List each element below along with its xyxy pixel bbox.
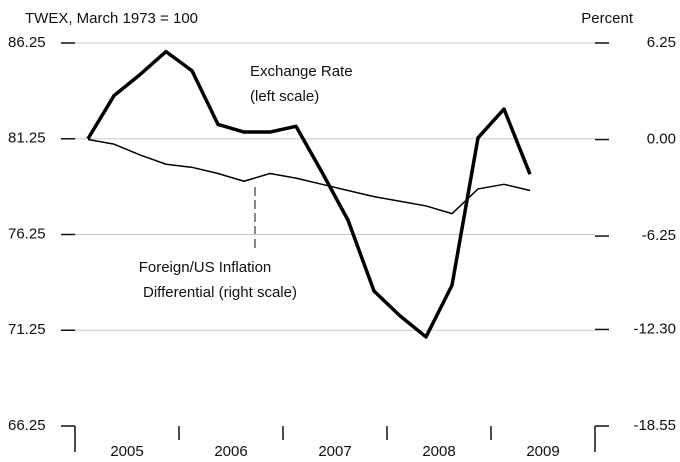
y-axis-title: TWEX, March 1973 = 100 bbox=[25, 10, 198, 27]
line-series bbox=[86, 49, 532, 339]
x-tick-label: 2005 bbox=[110, 443, 143, 460]
annotation: Differential (right scale) bbox=[143, 284, 297, 301]
y-tick-label: 81.25 bbox=[8, 130, 46, 147]
y2-tick-label: -12.30 bbox=[633, 320, 676, 337]
y2-tick-label: -18.55 bbox=[633, 417, 676, 434]
y2-axis-title: Percent bbox=[581, 10, 634, 27]
x-tick-label: 2006 bbox=[214, 443, 247, 460]
y2-tick-label: 0.00 bbox=[647, 130, 676, 147]
annotation: Foreign/US Inflation bbox=[139, 259, 272, 276]
y2-tick-label: -6.25 bbox=[642, 227, 676, 244]
y-tick-label: 76.25 bbox=[8, 225, 46, 242]
annotation: Exchange Rate bbox=[250, 63, 353, 80]
x-tick-label: 2007 bbox=[318, 443, 351, 460]
x-tick-label: 2009 bbox=[526, 443, 559, 460]
y-tick-label: 86.25 bbox=[8, 34, 46, 51]
line-series bbox=[87, 138, 531, 215]
y-tick-label: 71.25 bbox=[8, 321, 46, 338]
y-tick-label: 66.25 bbox=[8, 417, 46, 434]
x-tick-label: 2008 bbox=[422, 443, 455, 460]
annotation: (left scale) bbox=[250, 88, 319, 105]
y2-tick-label: 6.25 bbox=[647, 34, 676, 51]
